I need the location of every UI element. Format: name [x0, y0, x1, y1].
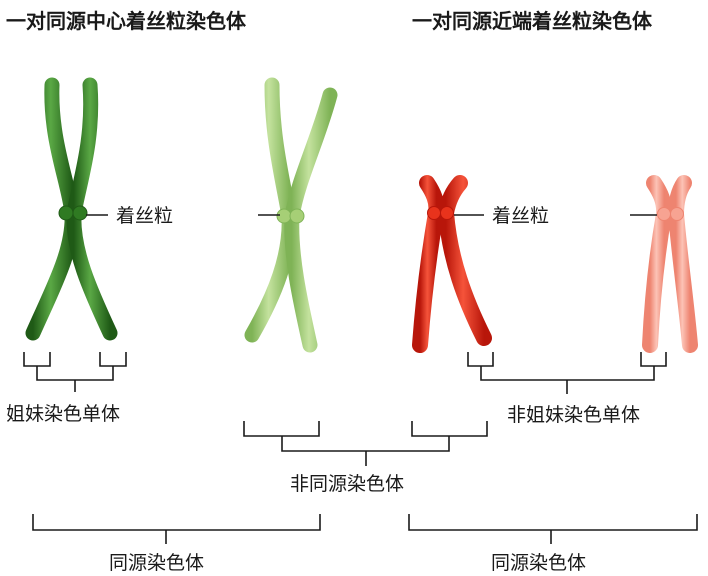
centromere-salmon: [657, 207, 684, 221]
label-non-sister-chromatids: 非姐妹染色单体: [507, 404, 640, 426]
chromatid-salmon-right: [667, 175, 698, 353]
chromosome-salmon: [642, 175, 698, 353]
bracket-non-homologous: [243, 421, 488, 466]
bracket-homologous-right: [408, 514, 698, 544]
centromere-red: [427, 206, 454, 220]
bracket-sister-chromatids: [23, 352, 127, 392]
chromosome-red: [412, 175, 492, 353]
chromatid-salmon-left: [642, 175, 673, 353]
label-centromere-left: 着丝粒: [116, 205, 173, 227]
centromere-dark-green: [58, 205, 88, 221]
title-metacentric: 一对同源中心着丝粒染色体: [6, 9, 247, 33]
centromere-light-green: [276, 208, 305, 224]
chromatid-red-left: [412, 175, 445, 353]
bracket-non-sister-chromatids: [467, 352, 667, 394]
label-homologous-right: 同源染色体: [491, 552, 586, 574]
bracket-homologous-left: [32, 514, 321, 544]
label-sister-chromatids: 姐妹染色单体: [6, 403, 120, 425]
label-homologous-left: 同源染色体: [109, 552, 204, 574]
label-centromere-right: 着丝粒: [492, 205, 549, 227]
chromatid-red-right: [437, 175, 492, 346]
label-non-homologous: 非同源染色体: [290, 473, 404, 495]
title-acrocentric: 一对同源近端着丝粒染色体: [412, 9, 653, 33]
